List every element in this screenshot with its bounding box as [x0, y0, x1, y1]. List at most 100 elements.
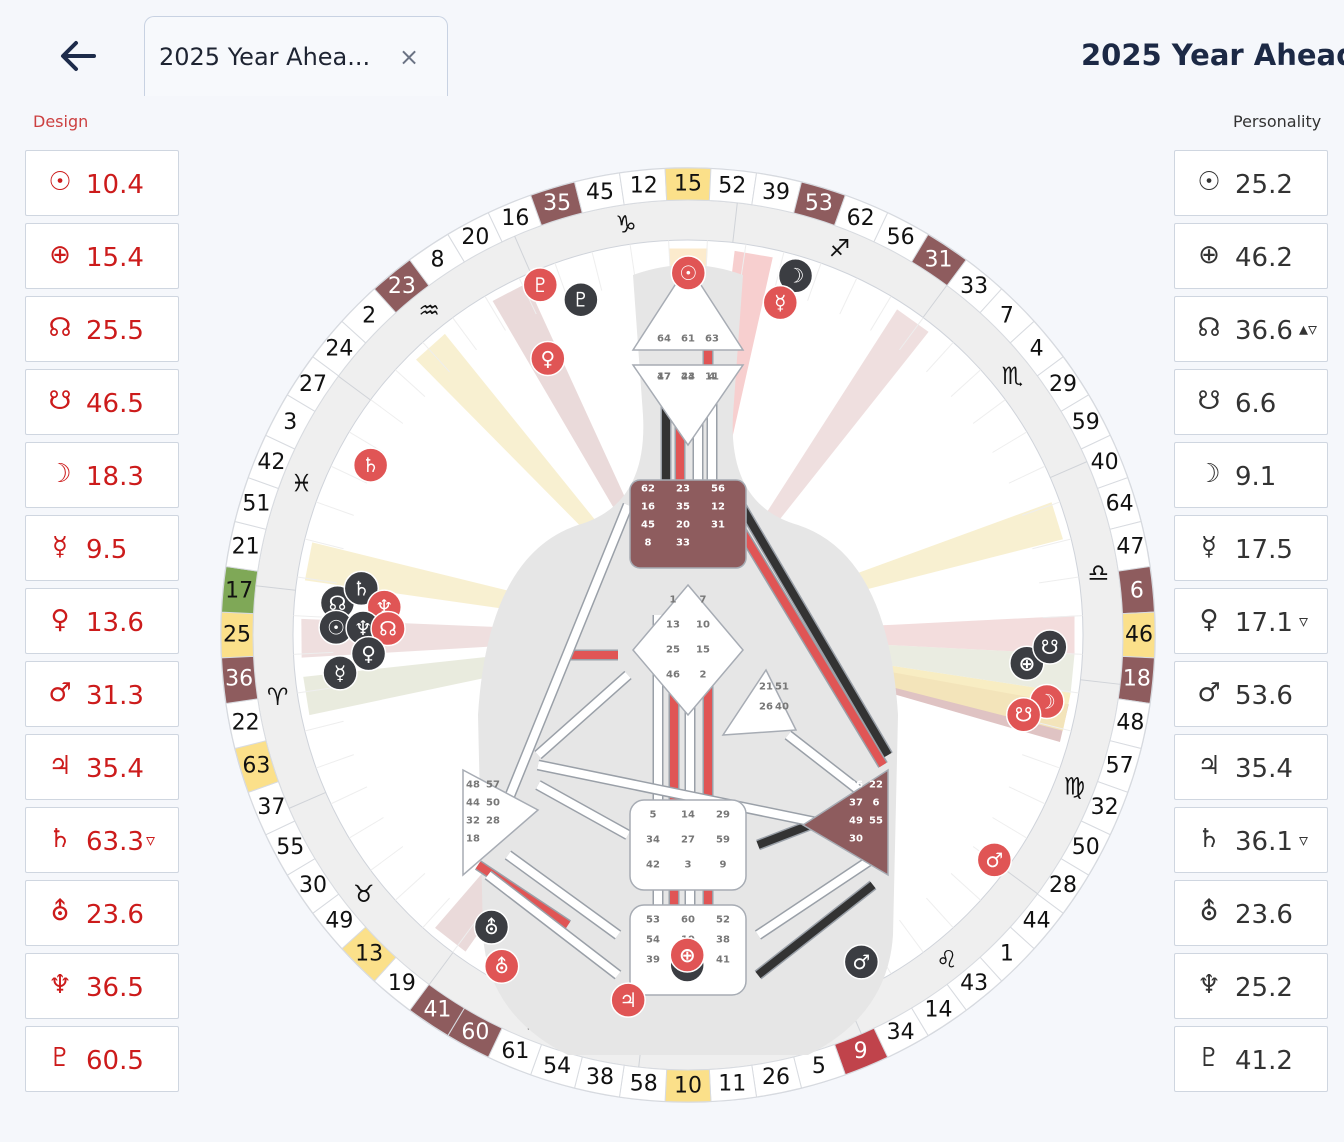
- gate-line-value: 41.2: [1235, 1046, 1293, 1076]
- design-moon-marker-glyph: ☽: [1038, 689, 1056, 713]
- design-row-pluto[interactable]: ♇ 60.5: [25, 1026, 179, 1092]
- personality-row-uranus[interactable]: ⛢ 23.6: [1174, 880, 1328, 946]
- mars-icon: ♂: [48, 678, 72, 708]
- design-row-mercury[interactable]: ☿ 9.5: [25, 515, 179, 581]
- gate-label-8: 8: [430, 248, 444, 273]
- pluto-icon: ♇: [1197, 1043, 1221, 1073]
- gate-line-value: 53.6: [1235, 681, 1293, 711]
- design-row-saturn[interactable]: ♄ 63.3 ▿: [25, 807, 179, 873]
- tab-label: 2025 Year Ahea...: [159, 43, 371, 71]
- design-row-north-node[interactable]: ☊ 25.5: [25, 296, 179, 362]
- design-row-moon[interactable]: ☽ 18.3: [25, 442, 179, 508]
- spoke: [452, 919, 477, 953]
- design-row-mars[interactable]: ♂ 31.3: [25, 661, 179, 727]
- personality-row-north-node[interactable]: ☊ 36.6 ▴▿: [1174, 296, 1328, 362]
- personality-row-south-node[interactable]: ☋ 6.6: [1174, 369, 1328, 435]
- taurus-icon: ♉: [353, 880, 375, 908]
- g-gate-25: 25: [666, 645, 680, 656]
- centers: [462, 263, 889, 996]
- design-saturn-marker-disc: [352, 447, 389, 483]
- channel-17: [505, 851, 621, 939]
- design-north-node-marker: ☊: [370, 610, 406, 647]
- spoke: [304, 538, 344, 550]
- gate-cell-36: [221, 655, 259, 705]
- personality-mars-marker-disc: [843, 944, 880, 980]
- tab-close-icon[interactable]: ×: [399, 43, 420, 71]
- design-row-venus[interactable]: ♀ 13.6: [25, 588, 179, 654]
- spoke: [1042, 615, 1083, 619]
- throat-gate-33: 33: [676, 538, 690, 549]
- throat-gate-45: 45: [641, 520, 655, 531]
- personality-pluto-marker: ♇: [563, 281, 599, 318]
- design-row-jupiter[interactable]: ♃ 35.4: [25, 734, 179, 800]
- design-row-south-node[interactable]: ☋ 46.5: [25, 369, 179, 435]
- gate-label-61: 61: [501, 1039, 529, 1064]
- personality-sun-marker-glyph: ☉: [327, 615, 345, 639]
- gate-line-value: 18.3: [86, 462, 144, 492]
- gate-line-value: 23.6: [1235, 900, 1293, 930]
- personality-row-pluto[interactable]: ♇ 41.2: [1174, 1026, 1328, 1092]
- moon-icon: ☽: [48, 459, 72, 489]
- design-row-uranus[interactable]: ⛢ 23.6: [25, 880, 179, 946]
- spoke: [348, 817, 384, 839]
- gate-label-28: 28: [1049, 873, 1077, 898]
- gate-label-48: 48: [1116, 710, 1144, 735]
- design-row-sun[interactable]: ☉ 10.4: [25, 150, 179, 216]
- ajna-gate-17: 17: [657, 372, 671, 383]
- personality-moon-marker: ☽: [777, 257, 814, 294]
- g-gate-15: 15: [696, 645, 710, 656]
- gate-label-2: 2: [362, 304, 376, 329]
- chart-tab[interactable]: 2025 Year Ahea... ×: [144, 16, 448, 96]
- ego-gate-26: 26: [759, 702, 773, 713]
- personality-row-mercury[interactable]: ☿ 17.5: [1174, 515, 1328, 581]
- personality-row-neptune[interactable]: ♆ 25.2: [1174, 953, 1328, 1019]
- design-row-earth[interactable]: ⊕ 15.4: [25, 223, 179, 289]
- gate-line-value: 6.6: [1235, 389, 1277, 419]
- spoke: [297, 576, 337, 584]
- personality-row-venus[interactable]: ♀ 17.1 ▿: [1174, 588, 1328, 654]
- gate-label-44: 44: [1023, 909, 1051, 934]
- gate-label-46: 46: [1125, 623, 1153, 648]
- personality-row-jupiter[interactable]: ♃ 35.4: [1174, 734, 1328, 800]
- personality-mercury-marker: ☿: [322, 655, 358, 691]
- design-north-node-marker-disc: [370, 610, 406, 647]
- personality-row-mars[interactable]: ♂ 53.6: [1174, 661, 1328, 727]
- zodiac-divider: [1005, 869, 1038, 895]
- throat-gate-23: 23: [676, 484, 690, 495]
- solar-plexus-gate-36: 36: [849, 780, 863, 791]
- gate-line-value: 35.4: [1235, 754, 1293, 784]
- gate-label-52: 52: [718, 174, 746, 199]
- gate-label-33: 33: [960, 274, 988, 299]
- zodiac-divider: [288, 791, 326, 809]
- channel-15: [755, 851, 881, 939]
- design-earth-marker: ⊕: [669, 937, 705, 973]
- ajna-gate-43: 43: [681, 372, 695, 383]
- back-button[interactable]: [56, 34, 100, 78]
- solar-plexus-center: [801, 768, 889, 877]
- venus-icon: ♀: [1199, 605, 1219, 635]
- channel-18: [535, 672, 631, 758]
- gate-label-39: 39: [762, 180, 790, 205]
- zodiac-divider: [732, 202, 738, 243]
- ajna-gate-24: 24: [681, 372, 695, 383]
- gate-line-value: 35.4: [86, 754, 144, 784]
- spleen-gate-18: 18: [466, 834, 480, 845]
- personality-row-earth[interactable]: ⊕ 46.2: [1174, 223, 1328, 289]
- sacral-gate-3: 3: [685, 860, 692, 871]
- sacral-gate-29: 29: [716, 810, 730, 821]
- sacral-gate-59: 59: [716, 835, 730, 846]
- personality-row-sun[interactable]: ☉ 25.2: [1174, 150, 1328, 216]
- gate-label-60: 60: [461, 1020, 489, 1045]
- design-earth-marker-disc: [669, 937, 705, 973]
- spoke: [370, 399, 404, 424]
- spoke: [1039, 576, 1079, 584]
- spoke: [330, 465, 368, 484]
- design-south-node-marker-disc: [1005, 696, 1042, 733]
- gate-label-3: 3: [283, 410, 297, 435]
- gate-label-24: 24: [325, 336, 353, 361]
- personality-row-saturn[interactable]: ♄ 36.1 ▿: [1174, 807, 1328, 873]
- spoke: [452, 317, 477, 351]
- design-row-neptune[interactable]: ♆ 36.5: [25, 953, 179, 1019]
- personality-row-moon[interactable]: ☽ 9.1: [1174, 442, 1328, 508]
- spoke: [899, 919, 924, 953]
